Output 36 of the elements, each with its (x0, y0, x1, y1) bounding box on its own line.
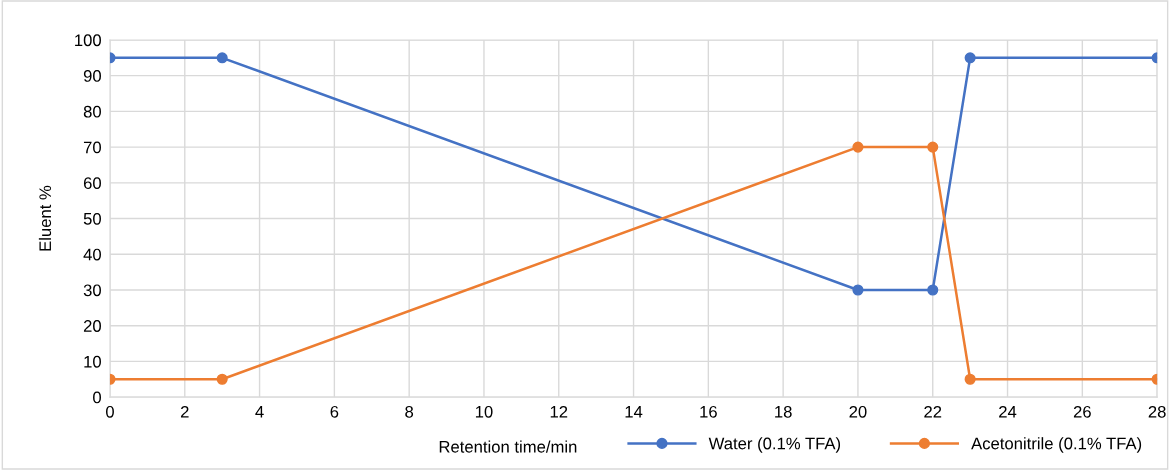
point (964, 52, 976, 64)
x-tick-label: 18 (775, 405, 792, 418)
y-tick-label: 60 (83, 177, 101, 190)
y-tick-label: 40 (83, 248, 101, 261)
x-tick-label: 20 (849, 405, 867, 418)
point (852, 141, 864, 153)
y-axis-title: Eluent % (38, 185, 52, 251)
y-tick-label: 80 (83, 105, 101, 118)
legend-label: Water (0.1% TFA) (708, 437, 841, 453)
x-tick-label: 10 (475, 405, 493, 418)
x-tick-label: 22 (924, 405, 942, 418)
y-tick-label: 20 (83, 320, 101, 332)
x-tick-label: 8 (405, 405, 414, 418)
x-tick-label: 24 (999, 405, 1017, 418)
x-tick-label: 4 (255, 406, 264, 418)
point (927, 141, 939, 153)
point (852, 284, 864, 296)
x-tick-label: 16 (700, 405, 717, 418)
y-tick-label: 30 (83, 284, 101, 297)
x-tick-label: 2 (180, 405, 189, 418)
x-axis-title: Retention time/min (439, 440, 577, 453)
y-tick-label: 10 (84, 355, 101, 368)
y-tick-label: 90 (83, 70, 101, 82)
y-tick-label: 70 (83, 141, 101, 154)
x-tick-label: 0 (106, 405, 114, 418)
y-tick-label: 100 (75, 34, 101, 47)
point (927, 284, 939, 296)
x-tick-label: 12 (550, 405, 568, 418)
x-tick-label: 6 (330, 405, 339, 418)
x-tick-label: 28 (1148, 405, 1166, 418)
x-tick-label: 14 (625, 406, 643, 418)
y-tick-label: 50 (83, 212, 101, 225)
x-tick-label: 26 (1073, 405, 1091, 418)
point (964, 373, 976, 385)
legend-label: Acetonitrile (0.1% TFA) (971, 437, 1142, 453)
y-tick-label: 0 (93, 391, 101, 404)
